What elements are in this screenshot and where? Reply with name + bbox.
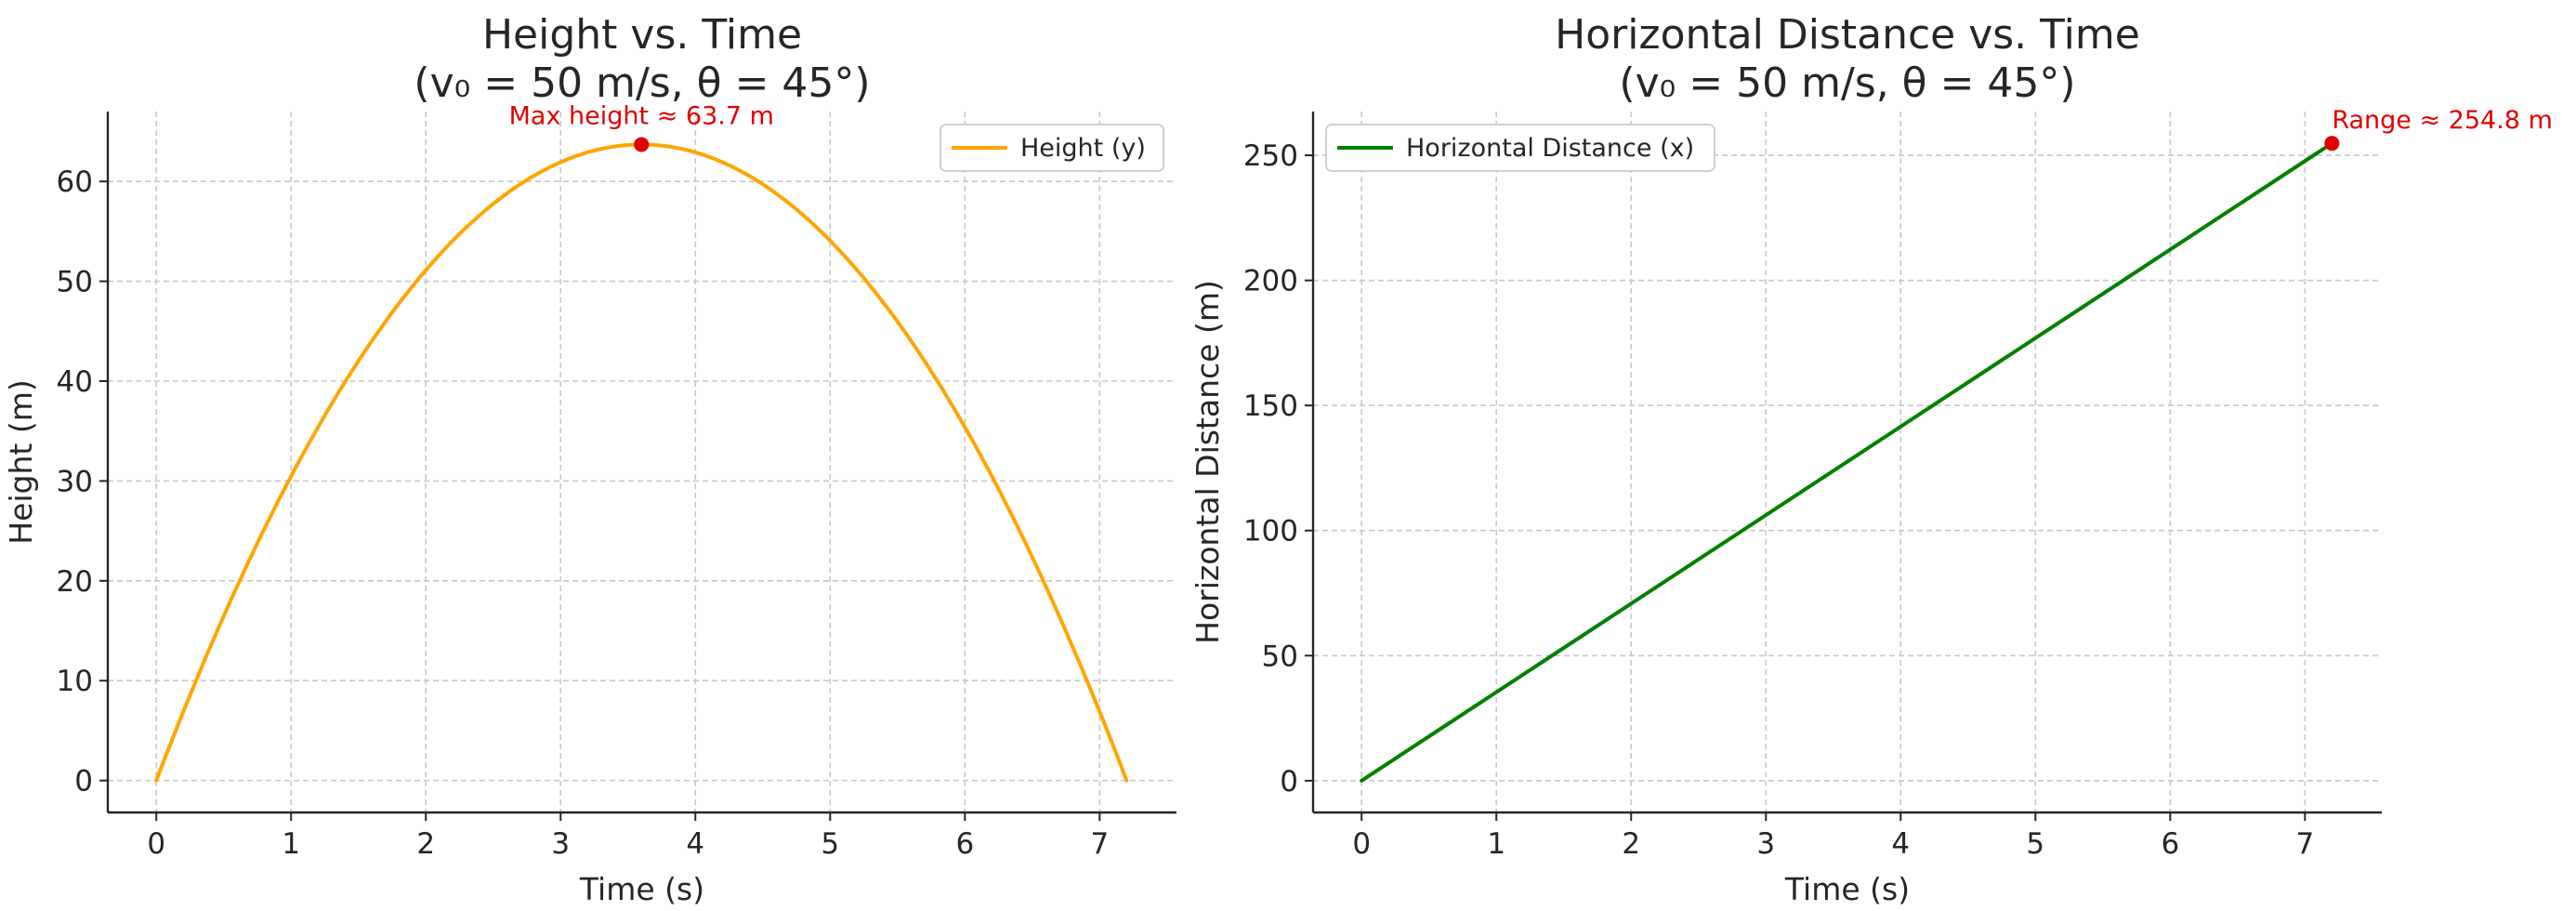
legend-label: Height (y) (1020, 134, 1146, 163)
y-tick-label: 30 (57, 465, 93, 498)
y-tick-label: 0 (1280, 765, 1298, 799)
annotation-label: Max height ≈ 63.7 m (509, 101, 774, 130)
x-axis-title: Time (s) (579, 871, 704, 907)
y-tick-label: 50 (57, 266, 93, 299)
x-tick-label: 7 (1090, 827, 1109, 861)
x-tick-label: 1 (282, 827, 300, 861)
x-tick-label: 5 (2026, 827, 2044, 861)
annotation-point (634, 137, 650, 152)
y-tick-label: 20 (57, 565, 93, 599)
legend-label: Horizontal Distance (x) (1406, 134, 1694, 163)
chart-title-line: (v₀ = 50 m/s, θ = 45°) (1619, 59, 2075, 107)
x-tick-label: 6 (955, 827, 974, 861)
x-tick-label: 6 (2161, 827, 2179, 861)
y-tick-label: 10 (57, 665, 93, 698)
y-tick-label: 0 (74, 765, 93, 799)
y-tick-label: 200 (1243, 265, 1298, 298)
y-tick-label: 250 (1243, 139, 1298, 173)
y-tick-label: 60 (57, 165, 93, 199)
x-tick-label: 4 (686, 827, 704, 861)
x-tick-label: 5 (821, 827, 839, 861)
x-tick-label: 4 (1891, 827, 1910, 861)
legend-box (1325, 124, 1715, 172)
legend-box (940, 124, 1164, 172)
x-tick-label: 2 (416, 827, 435, 861)
x-tick-label: 3 (1756, 827, 1775, 861)
legend: Height (y) (940, 124, 1164, 172)
height-vs-time-chart: 0 1 2 3 4 5 6 7 0 10 20 30 40 50 60 Time (s) Height (m) H… (3, 11, 1176, 907)
series-line-0 (154, 142, 1129, 783)
annotation-point (2324, 136, 2340, 152)
horizontal-distance-vs-time-chart: 0 1 2 3 4 5 6 7 0 50 100 150 200 250 Time (s) Horizonta… (1189, 11, 2553, 907)
annotation-label: Range ≈ 254.8 m (2332, 106, 2553, 135)
chart-title-line: Horizontal Distance vs. Time (1555, 11, 2140, 59)
x-tick-label: 1 (1487, 827, 1505, 861)
chart-title-line: (v₀ = 50 m/s, θ = 45°) (414, 59, 870, 107)
y-axis-title: Height (m) (3, 379, 39, 544)
x-tick-label: 2 (1622, 827, 1640, 861)
x-tick-label: 0 (1352, 827, 1371, 861)
x-tick-label: 3 (551, 827, 570, 861)
y-tick-label: 40 (57, 365, 93, 399)
y-axis-title: Horizontal Distance (m) (1189, 280, 1226, 644)
chart-title-line: Height vs. Time (482, 11, 802, 59)
series-line-0 (1360, 141, 2334, 783)
x-tick-label: 7 (2295, 827, 2314, 861)
x-axis-title: Time (s) (1784, 871, 1910, 907)
y-tick-label: 50 (1262, 640, 1298, 673)
y-tick-label: 150 (1243, 389, 1298, 423)
legend: Horizontal Distance (x) (1325, 124, 1715, 172)
x-tick-label: 0 (147, 827, 165, 861)
y-tick-label: 100 (1243, 515, 1298, 548)
